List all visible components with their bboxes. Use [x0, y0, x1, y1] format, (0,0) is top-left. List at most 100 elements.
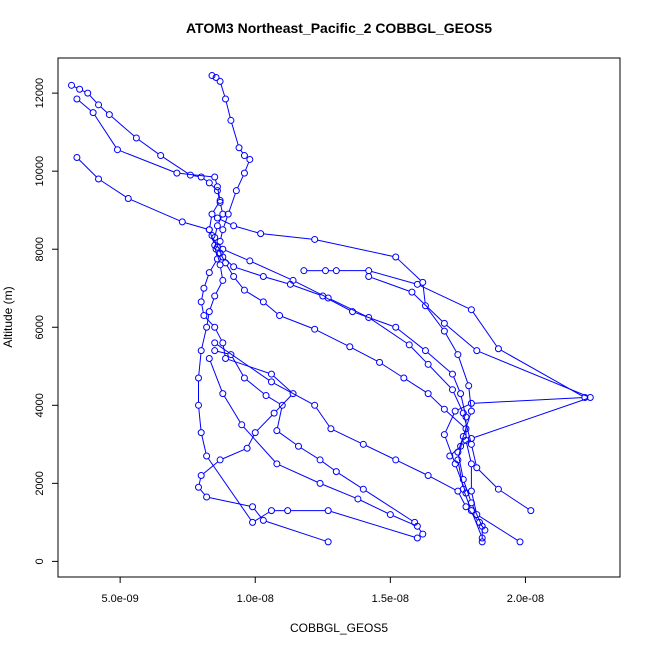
series-segment — [445, 333, 457, 353]
data-point — [451, 407, 459, 415]
data-point — [257, 230, 265, 238]
y-tick-label: 0 — [34, 558, 46, 564]
data-point — [359, 485, 367, 493]
data-point — [386, 511, 394, 519]
data-point — [424, 390, 432, 398]
series-segment — [120, 150, 175, 173]
series-segment — [282, 316, 313, 329]
data-point — [205, 226, 213, 234]
data-point — [222, 354, 230, 362]
data-point — [195, 401, 202, 409]
series-segment — [422, 285, 426, 303]
data-point — [476, 518, 483, 526]
data-point — [246, 257, 254, 265]
data-point — [203, 452, 211, 460]
data-point — [316, 456, 324, 464]
series-segment — [236, 226, 258, 234]
data-point — [238, 421, 246, 429]
data-point — [586, 393, 594, 401]
series-segment — [231, 123, 239, 146]
data-point — [365, 267, 373, 275]
series-segment — [228, 193, 236, 212]
series-segment — [474, 397, 582, 404]
series-segment — [236, 267, 261, 277]
data-point — [259, 298, 267, 306]
data-point — [246, 155, 254, 163]
series-segment — [212, 238, 217, 245]
series-segment — [225, 249, 248, 261]
series-segment — [209, 361, 223, 391]
data-point — [454, 351, 462, 359]
data-point — [73, 95, 81, 103]
data-point — [249, 503, 257, 511]
series-segment — [471, 447, 477, 465]
series-8 — [365, 273, 594, 460]
data-point — [289, 390, 297, 398]
data-point — [208, 210, 216, 218]
series-segment — [457, 454, 464, 477]
series-segment — [398, 460, 426, 475]
series-segment — [220, 267, 223, 278]
plot-frame — [57, 57, 621, 578]
data-point — [400, 374, 408, 382]
series-segment — [446, 410, 465, 428]
data-point — [251, 429, 259, 437]
data-point — [203, 323, 211, 331]
series-segment — [201, 330, 207, 348]
data-point — [219, 210, 227, 218]
series-segment — [266, 276, 288, 284]
data-point — [581, 393, 589, 401]
data-point — [132, 134, 140, 142]
data-point — [405, 341, 413, 349]
series-segment — [111, 116, 135, 137]
series-segment — [457, 404, 469, 411]
y-tick-label: 8000 — [34, 237, 46, 261]
data-point — [267, 507, 275, 515]
data-point — [467, 434, 475, 442]
series-segment — [295, 281, 326, 298]
data-point — [219, 245, 227, 253]
data-point — [294, 442, 302, 450]
data-point — [211, 339, 219, 347]
series-segment — [371, 277, 410, 292]
series-segment — [445, 413, 455, 433]
data-point — [527, 507, 535, 515]
series-segment — [243, 426, 276, 462]
x-tick-label: 1.0e-08 — [237, 593, 274, 605]
series-segment — [466, 443, 472, 462]
series-segment — [237, 175, 244, 189]
series-segment — [426, 307, 443, 330]
series-segment — [217, 189, 221, 198]
series-segment — [225, 101, 231, 118]
x-axis: 5.0e-09 1.0e-08 1.5e-08 2.0e-08 — [101, 576, 544, 605]
data-point — [478, 538, 486, 546]
data-point — [273, 460, 281, 468]
series-segment — [451, 447, 459, 455]
series-segment — [322, 461, 335, 471]
data-point — [392, 323, 400, 331]
series-segment — [198, 353, 202, 376]
data-point — [473, 464, 481, 472]
series-segment — [397, 258, 421, 281]
series-segment — [235, 278, 243, 289]
data-point — [213, 183, 221, 191]
data-point — [413, 534, 421, 542]
series-segment — [268, 396, 280, 405]
y-tick-label: 6000 — [34, 315, 46, 339]
data-point — [219, 390, 227, 398]
series-segment — [78, 100, 92, 112]
series-segment — [130, 199, 180, 222]
data-point — [408, 288, 416, 296]
series-segment — [201, 304, 204, 313]
series-segment — [217, 350, 229, 355]
series-segment — [315, 407, 330, 427]
data-point — [446, 452, 454, 460]
series-2 — [73, 95, 332, 546]
data-point — [278, 401, 286, 409]
series-segment — [325, 296, 351, 311]
data-point — [421, 347, 429, 355]
series-segment — [397, 328, 424, 350]
data-point — [205, 354, 213, 362]
data-point — [213, 187, 221, 195]
